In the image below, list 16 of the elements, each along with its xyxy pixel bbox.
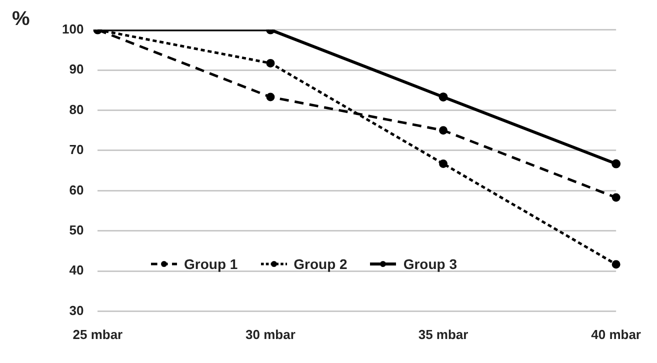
y-tick-label: 100 <box>62 21 84 36</box>
y-tick-label: 70 <box>69 142 84 158</box>
x-tick-label: 30 mbar <box>246 326 296 342</box>
x-tick-label: 35 mbar <box>418 326 468 342</box>
y-tick-label: 30 <box>69 302 84 318</box>
y-tick-label: 40 <box>69 262 84 278</box>
legend-label: Group 1 <box>184 256 238 272</box>
y-axis-title: % <box>12 8 30 31</box>
legend-label: Group 3 <box>403 256 458 272</box>
x-tick-label: 25 mbar <box>72 326 123 342</box>
y-tick-label: 80 <box>69 102 84 117</box>
y-tick-label: 60 <box>69 182 84 198</box>
legend-label: Group 2 <box>294 256 348 272</box>
x-tick-label: 40 mbar <box>591 326 642 342</box>
y-tick-label: 50 <box>69 222 84 238</box>
y-tick-label: 90 <box>69 62 84 77</box>
